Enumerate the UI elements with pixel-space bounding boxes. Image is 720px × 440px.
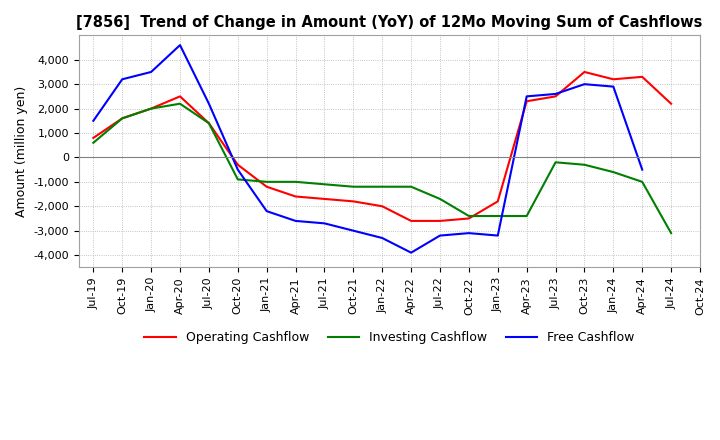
Investing Cashflow xyxy=(638,179,647,184)
Free Cashflow xyxy=(522,94,531,99)
Operating Cashflow xyxy=(89,135,98,140)
Line: Free Cashflow: Free Cashflow xyxy=(94,45,642,253)
Free Cashflow xyxy=(407,250,415,255)
Investing Cashflow xyxy=(118,116,127,121)
Operating Cashflow xyxy=(233,162,242,167)
Investing Cashflow xyxy=(522,213,531,219)
Investing Cashflow xyxy=(378,184,387,189)
Investing Cashflow xyxy=(292,179,300,184)
Operating Cashflow xyxy=(378,204,387,209)
Free Cashflow xyxy=(349,228,358,233)
Investing Cashflow xyxy=(464,213,473,219)
Operating Cashflow xyxy=(667,101,675,106)
Operating Cashflow xyxy=(436,218,444,224)
Free Cashflow xyxy=(552,91,560,96)
Investing Cashflow xyxy=(349,184,358,189)
Operating Cashflow xyxy=(204,121,213,126)
Operating Cashflow xyxy=(638,74,647,80)
Operating Cashflow xyxy=(493,199,502,204)
Operating Cashflow xyxy=(176,94,184,99)
Investing Cashflow xyxy=(233,177,242,182)
Investing Cashflow xyxy=(580,162,589,167)
Free Cashflow xyxy=(609,84,618,89)
Investing Cashflow xyxy=(407,184,415,189)
Investing Cashflow xyxy=(176,101,184,106)
Operating Cashflow xyxy=(147,106,156,111)
Operating Cashflow xyxy=(522,99,531,104)
Free Cashflow xyxy=(638,167,647,172)
Operating Cashflow xyxy=(609,77,618,82)
Free Cashflow xyxy=(320,221,329,226)
Free Cashflow xyxy=(233,167,242,172)
Investing Cashflow xyxy=(609,169,618,175)
Line: Investing Cashflow: Investing Cashflow xyxy=(94,104,671,233)
Investing Cashflow xyxy=(436,196,444,202)
Free Cashflow xyxy=(176,43,184,48)
Operating Cashflow xyxy=(407,218,415,224)
Free Cashflow xyxy=(580,81,589,87)
Free Cashflow xyxy=(147,70,156,75)
Investing Cashflow xyxy=(204,121,213,126)
Free Cashflow xyxy=(292,218,300,224)
Free Cashflow xyxy=(464,231,473,236)
Legend: Operating Cashflow, Investing Cashflow, Free Cashflow: Operating Cashflow, Investing Cashflow, … xyxy=(140,326,639,349)
Line: Operating Cashflow: Operating Cashflow xyxy=(94,72,671,221)
Operating Cashflow xyxy=(552,94,560,99)
Investing Cashflow xyxy=(667,231,675,236)
Free Cashflow xyxy=(262,209,271,214)
Operating Cashflow xyxy=(320,196,329,202)
Investing Cashflow xyxy=(493,213,502,219)
Operating Cashflow xyxy=(464,216,473,221)
Operating Cashflow xyxy=(580,70,589,75)
Free Cashflow xyxy=(118,77,127,82)
Operating Cashflow xyxy=(292,194,300,199)
Free Cashflow xyxy=(89,118,98,124)
Operating Cashflow xyxy=(118,116,127,121)
Investing Cashflow xyxy=(320,182,329,187)
Investing Cashflow xyxy=(89,140,98,145)
Free Cashflow xyxy=(204,101,213,106)
Investing Cashflow xyxy=(552,160,560,165)
Investing Cashflow xyxy=(262,179,271,184)
Free Cashflow xyxy=(378,235,387,241)
Free Cashflow xyxy=(436,233,444,238)
Operating Cashflow xyxy=(262,184,271,189)
Title: [7856]  Trend of Change in Amount (YoY) of 12Mo Moving Sum of Cashflows: [7856] Trend of Change in Amount (YoY) o… xyxy=(76,15,703,30)
Operating Cashflow xyxy=(349,199,358,204)
Free Cashflow xyxy=(493,233,502,238)
Y-axis label: Amount (million yen): Amount (million yen) xyxy=(15,86,28,217)
Investing Cashflow xyxy=(147,106,156,111)
